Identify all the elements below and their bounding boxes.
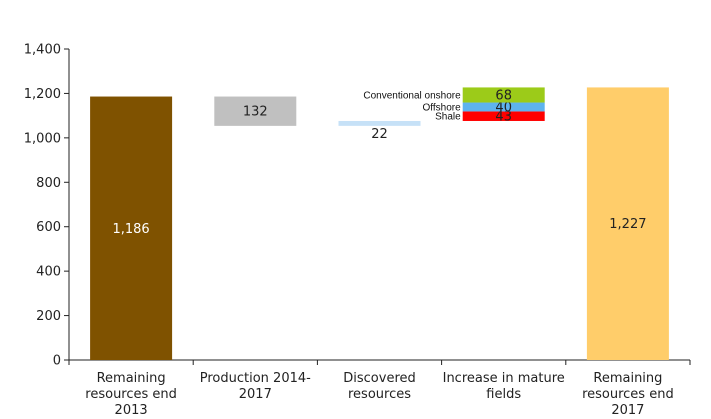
bar — [586, 87, 669, 360]
y-tick-label: 600 — [36, 220, 61, 235]
y-tick-label: 800 — [36, 176, 61, 191]
category-label: 2017 — [239, 387, 272, 402]
segment-name-label: Conventional onshore — [363, 90, 461, 101]
axes — [68, 49, 690, 361]
y-tick-label: 400 — [36, 265, 61, 280]
bar — [90, 96, 173, 360]
bar-value-label: 1,186 — [112, 222, 149, 237]
bar-value-label: 22 — [371, 127, 388, 142]
y-tick-label: 200 — [36, 309, 61, 324]
category-label: fields — [486, 387, 521, 402]
y-tick-label: 1,400 — [24, 43, 61, 58]
y-ticks: 0 200 400 600 800 1,000 1,200 1,400 — [24, 43, 691, 369]
bars: 1,186 132 22 43 Shale 40 Offshore 68 Conventiona… — [90, 87, 669, 360]
segment-value-label: 40 — [495, 100, 512, 115]
y-tick-label: 1,200 — [24, 87, 61, 102]
category-label: resources — [348, 387, 411, 402]
bar-value-label: 1,227 — [609, 217, 646, 232]
category-label: 2013 — [115, 403, 148, 418]
category-label: Discovered — [343, 371, 416, 386]
category-label: Production 2014- — [200, 371, 311, 386]
bar — [338, 120, 421, 126]
bar-segment-shale — [462, 111, 545, 121]
category-label: resources end — [582, 387, 674, 402]
segment-name-label: Shale — [435, 112, 461, 123]
bar — [214, 96, 297, 126]
segment-name-label: Offshore — [423, 102, 462, 113]
category-label: 2017 — [611, 403, 644, 418]
segment-value-label: 68 — [495, 88, 512, 103]
bar-segment-conventional-onshore — [462, 87, 545, 103]
y-tick-label: 1,000 — [24, 131, 61, 146]
category-label: Remaining — [97, 371, 166, 386]
y-tick-label: 0 — [53, 354, 61, 369]
category-label: Remaining — [593, 371, 662, 386]
segment-value-label: 43 — [495, 110, 512, 125]
category-label: Increase in mature — [443, 371, 565, 386]
category-label: resources end — [85, 387, 177, 402]
bar-value-label: 132 — [243, 105, 268, 120]
bar-segment-offshore — [462, 102, 545, 112]
